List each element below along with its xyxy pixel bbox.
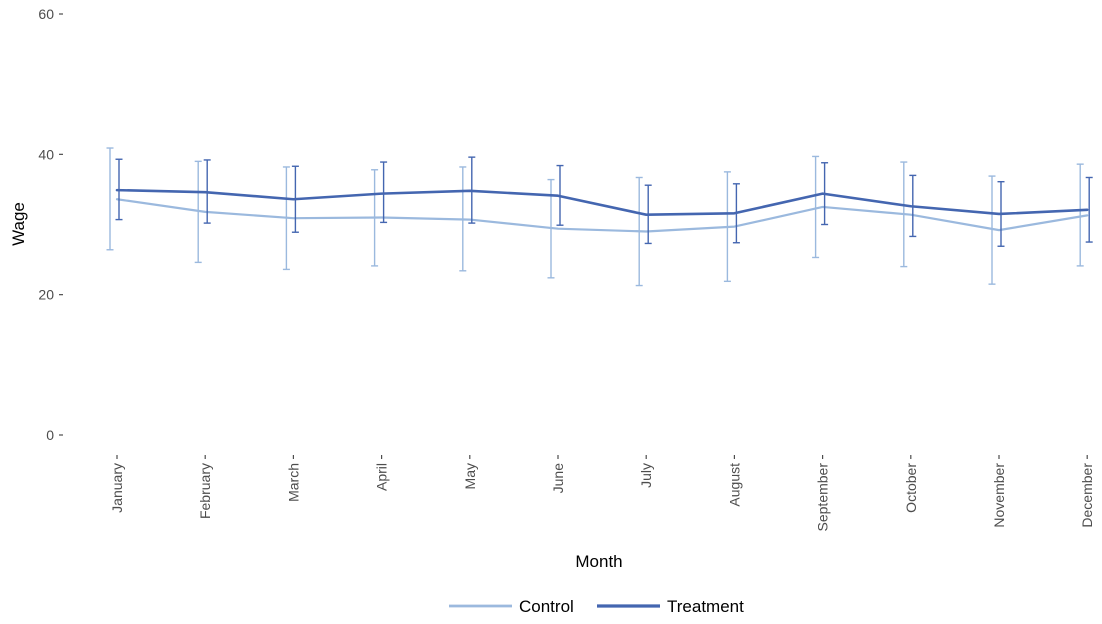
error-bar xyxy=(1076,163,1084,267)
x-tick-label: August xyxy=(726,463,742,507)
error-bar xyxy=(106,147,114,251)
x-tick-label: September xyxy=(815,463,831,532)
error-bar xyxy=(988,175,996,285)
error-bar xyxy=(812,155,820,259)
x-tick-label: October xyxy=(903,463,919,513)
x-tick-label: April xyxy=(374,463,390,491)
x-tick-label: February xyxy=(197,463,213,519)
series-line xyxy=(115,188,1089,216)
legend-item: Control xyxy=(449,597,574,616)
x-tick-label: December xyxy=(1079,463,1095,528)
plot-area xyxy=(106,147,1093,287)
error-bar xyxy=(380,161,388,224)
y-tick-label: 0 xyxy=(46,427,54,443)
legend-item: Treatment xyxy=(597,597,744,616)
x-tick-label: November xyxy=(991,463,1007,528)
series-control xyxy=(106,147,1089,287)
y-axis: 0 20 40 60 xyxy=(38,6,63,443)
series-treatment xyxy=(115,156,1093,247)
legend-label: Treatment xyxy=(667,597,744,616)
y-tick-label: 60 xyxy=(38,6,54,22)
legend-label: Control xyxy=(519,597,574,616)
x-tick-label: July xyxy=(638,463,654,488)
legend: Control Treatment xyxy=(449,597,744,616)
x-axis: January February March April May June July Augu… xyxy=(109,455,1095,531)
x-axis-title: Month xyxy=(575,552,622,571)
x-tick-label: May xyxy=(462,463,478,489)
error-bar xyxy=(1085,176,1093,243)
x-tick-label: June xyxy=(550,463,566,494)
x-tick-label: March xyxy=(285,463,301,502)
y-axis-title: Wage xyxy=(9,202,28,246)
series-line xyxy=(115,198,1089,233)
y-tick-label: 20 xyxy=(38,287,54,303)
y-tick-label: 40 xyxy=(38,146,54,162)
x-tick-label: January xyxy=(109,463,125,513)
